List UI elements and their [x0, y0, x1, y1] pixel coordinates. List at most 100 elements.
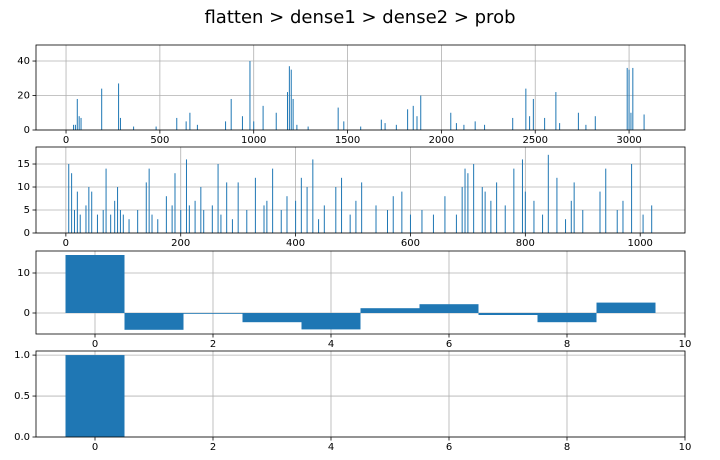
bar [91, 191, 93, 233]
bar [395, 124, 397, 130]
bar [242, 313, 302, 323]
bar [288, 66, 290, 130]
y-tick-label: 20 [17, 91, 30, 102]
bar [463, 124, 465, 130]
bar [343, 121, 345, 130]
axes-frame [35, 44, 686, 131]
bar [384, 123, 386, 130]
bar [200, 187, 202, 233]
bar [474, 121, 476, 130]
bar [114, 200, 116, 233]
bar [631, 164, 633, 233]
bar [565, 219, 567, 233]
bar [183, 313, 243, 314]
x-tick-label: 1000 [627, 238, 652, 249]
bar [525, 88, 527, 130]
bar [301, 313, 361, 330]
bar [237, 182, 239, 233]
bar [292, 98, 294, 130]
bar [73, 124, 75, 130]
bar [533, 200, 535, 233]
bar [76, 98, 78, 130]
bar [455, 123, 457, 130]
bar [455, 214, 457, 233]
bar [544, 117, 546, 130]
bar [185, 121, 187, 130]
bar [300, 177, 302, 233]
bar [360, 308, 420, 313]
bar [241, 116, 243, 130]
y-tick-label: 5 [24, 205, 30, 216]
x-tick-label: 1500 [335, 135, 360, 146]
bar [512, 117, 514, 130]
bar [176, 117, 178, 130]
bar [230, 98, 232, 130]
bar [490, 200, 492, 233]
bar [392, 196, 394, 233]
bar [171, 205, 173, 233]
bar [306, 187, 308, 233]
bar [286, 196, 288, 233]
bar [628, 69, 630, 130]
bar [155, 126, 157, 130]
x-tick-label: 10 [679, 339, 692, 350]
bar [71, 173, 73, 233]
bar [464, 168, 466, 233]
bar [180, 210, 182, 233]
axes-frame [35, 350, 686, 438]
bar [361, 182, 363, 233]
bar [407, 109, 409, 130]
x-tick-label: 8 [564, 339, 570, 350]
bar [337, 107, 339, 130]
bar [467, 173, 469, 233]
bar [419, 304, 479, 313]
bar [101, 88, 103, 130]
bar [461, 187, 463, 233]
bar [386, 210, 388, 233]
bar [122, 214, 124, 233]
bar [626, 67, 628, 130]
x-tick-label: 3000 [616, 135, 641, 146]
bar [599, 191, 601, 233]
bar [496, 182, 498, 233]
x-tick-label: 1000 [241, 135, 266, 146]
bar [74, 124, 76, 130]
bar [203, 210, 205, 233]
bar [542, 214, 544, 233]
bar [105, 168, 107, 233]
x-tick-label: 6 [446, 442, 452, 453]
bar [68, 164, 70, 233]
bar [532, 98, 534, 130]
y-tick-label: 40 [17, 56, 30, 67]
bar [145, 182, 147, 233]
bar [318, 219, 320, 233]
bar [622, 200, 624, 233]
x-tick-label: 200 [171, 238, 190, 249]
bar [432, 214, 434, 233]
bar [524, 191, 526, 233]
bar [280, 210, 282, 233]
bar [73, 210, 75, 233]
bar [307, 126, 309, 130]
bar [556, 177, 558, 233]
bar [484, 191, 486, 233]
bar [254, 177, 256, 233]
bar [102, 210, 104, 233]
bar [249, 61, 251, 130]
x-tick-label: 500 [150, 135, 169, 146]
bar [570, 200, 572, 233]
bar [380, 119, 382, 130]
axes-frame [35, 146, 686, 234]
bar [555, 92, 557, 130]
x-tick-label: 2500 [523, 135, 548, 146]
bar [582, 210, 584, 233]
bar [174, 173, 176, 233]
bar [335, 187, 337, 233]
x-tick-label: 400 [286, 238, 305, 249]
bar [157, 219, 159, 233]
y-tick-label: 10 [17, 268, 30, 279]
bar [65, 255, 125, 313]
bar [85, 205, 87, 233]
bar [266, 200, 268, 233]
